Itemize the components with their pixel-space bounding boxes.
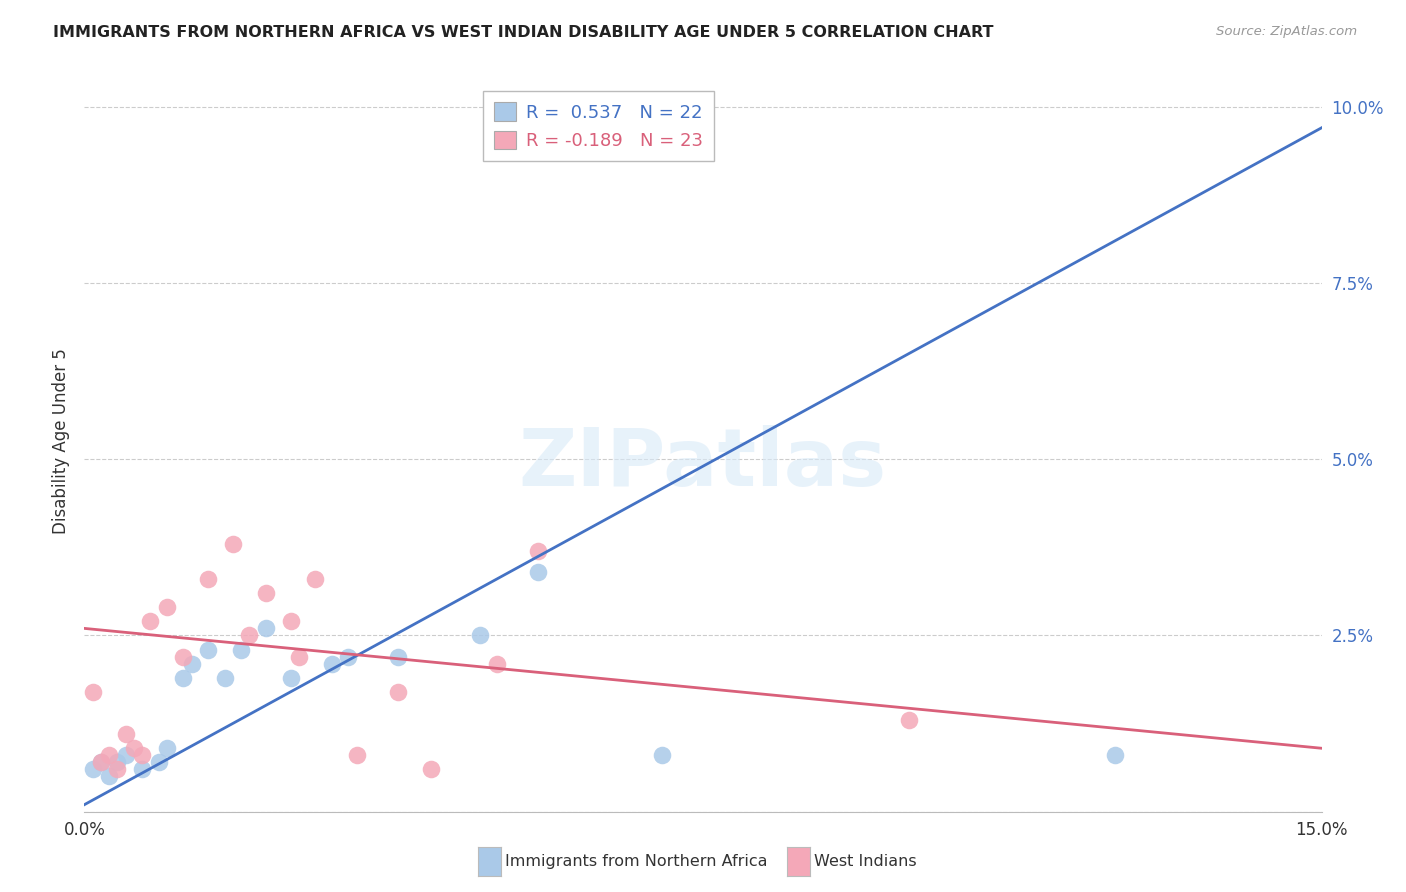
Point: [114, 748, 136, 763]
Point: [82, 763, 104, 777]
Point: [280, 671, 302, 685]
Point: [197, 642, 219, 657]
Point: [90, 756, 112, 770]
Point: [172, 649, 194, 664]
Point: [898, 713, 921, 727]
Text: ZIPatlas: ZIPatlas: [519, 425, 887, 503]
Point: [131, 748, 153, 763]
Point: [419, 763, 441, 777]
Text: Immigrants from Northern Africa: Immigrants from Northern Africa: [505, 855, 768, 869]
Point: [214, 671, 236, 685]
Point: [387, 685, 409, 699]
Point: [238, 628, 260, 642]
Point: [105, 763, 128, 777]
Point: [485, 657, 508, 671]
Point: [156, 741, 179, 756]
Y-axis label: Disability Age Under 5: Disability Age Under 5: [52, 349, 70, 534]
Point: [98, 769, 121, 783]
Legend: R =  0.537   N = 22, R = -0.189   N = 23: R = 0.537 N = 22, R = -0.189 N = 23: [484, 92, 714, 161]
Point: [387, 649, 409, 664]
Point: [90, 756, 112, 770]
Point: [180, 657, 202, 671]
Point: [470, 628, 492, 642]
Point: [105, 756, 128, 770]
Point: [172, 671, 194, 685]
Point: [229, 642, 252, 657]
Point: [156, 600, 179, 615]
Text: West Indians: West Indians: [814, 855, 917, 869]
Point: [82, 685, 104, 699]
Point: [139, 615, 162, 629]
Point: [527, 544, 550, 558]
Point: [122, 741, 145, 756]
Point: [346, 748, 368, 763]
Point: [148, 756, 170, 770]
Point: [197, 572, 219, 586]
Point: [254, 586, 277, 600]
Text: IMMIGRANTS FROM NORTHERN AFRICA VS WEST INDIAN DISABILITY AGE UNDER 5 CORRELATIO: IMMIGRANTS FROM NORTHERN AFRICA VS WEST …: [53, 25, 994, 40]
Point: [321, 657, 343, 671]
Point: [114, 727, 136, 741]
Point: [280, 615, 302, 629]
Point: [527, 565, 550, 579]
Point: [222, 537, 245, 551]
Point: [288, 649, 311, 664]
Point: [98, 748, 121, 763]
Text: Source: ZipAtlas.com: Source: ZipAtlas.com: [1216, 25, 1357, 38]
Point: [651, 748, 673, 763]
Point: [1104, 748, 1126, 763]
Point: [337, 649, 360, 664]
Point: [254, 621, 277, 635]
Point: [304, 572, 326, 586]
Point: [131, 763, 153, 777]
